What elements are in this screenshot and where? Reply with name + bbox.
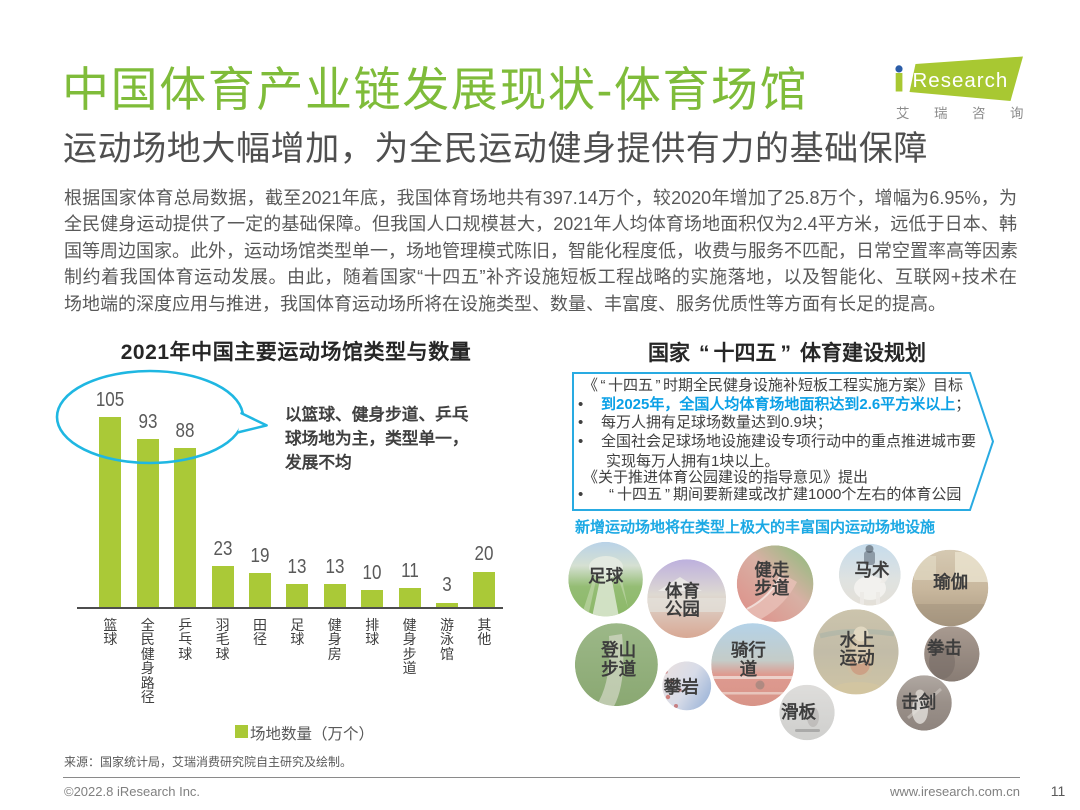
svg-text:Research: Research <box>913 69 1009 92</box>
